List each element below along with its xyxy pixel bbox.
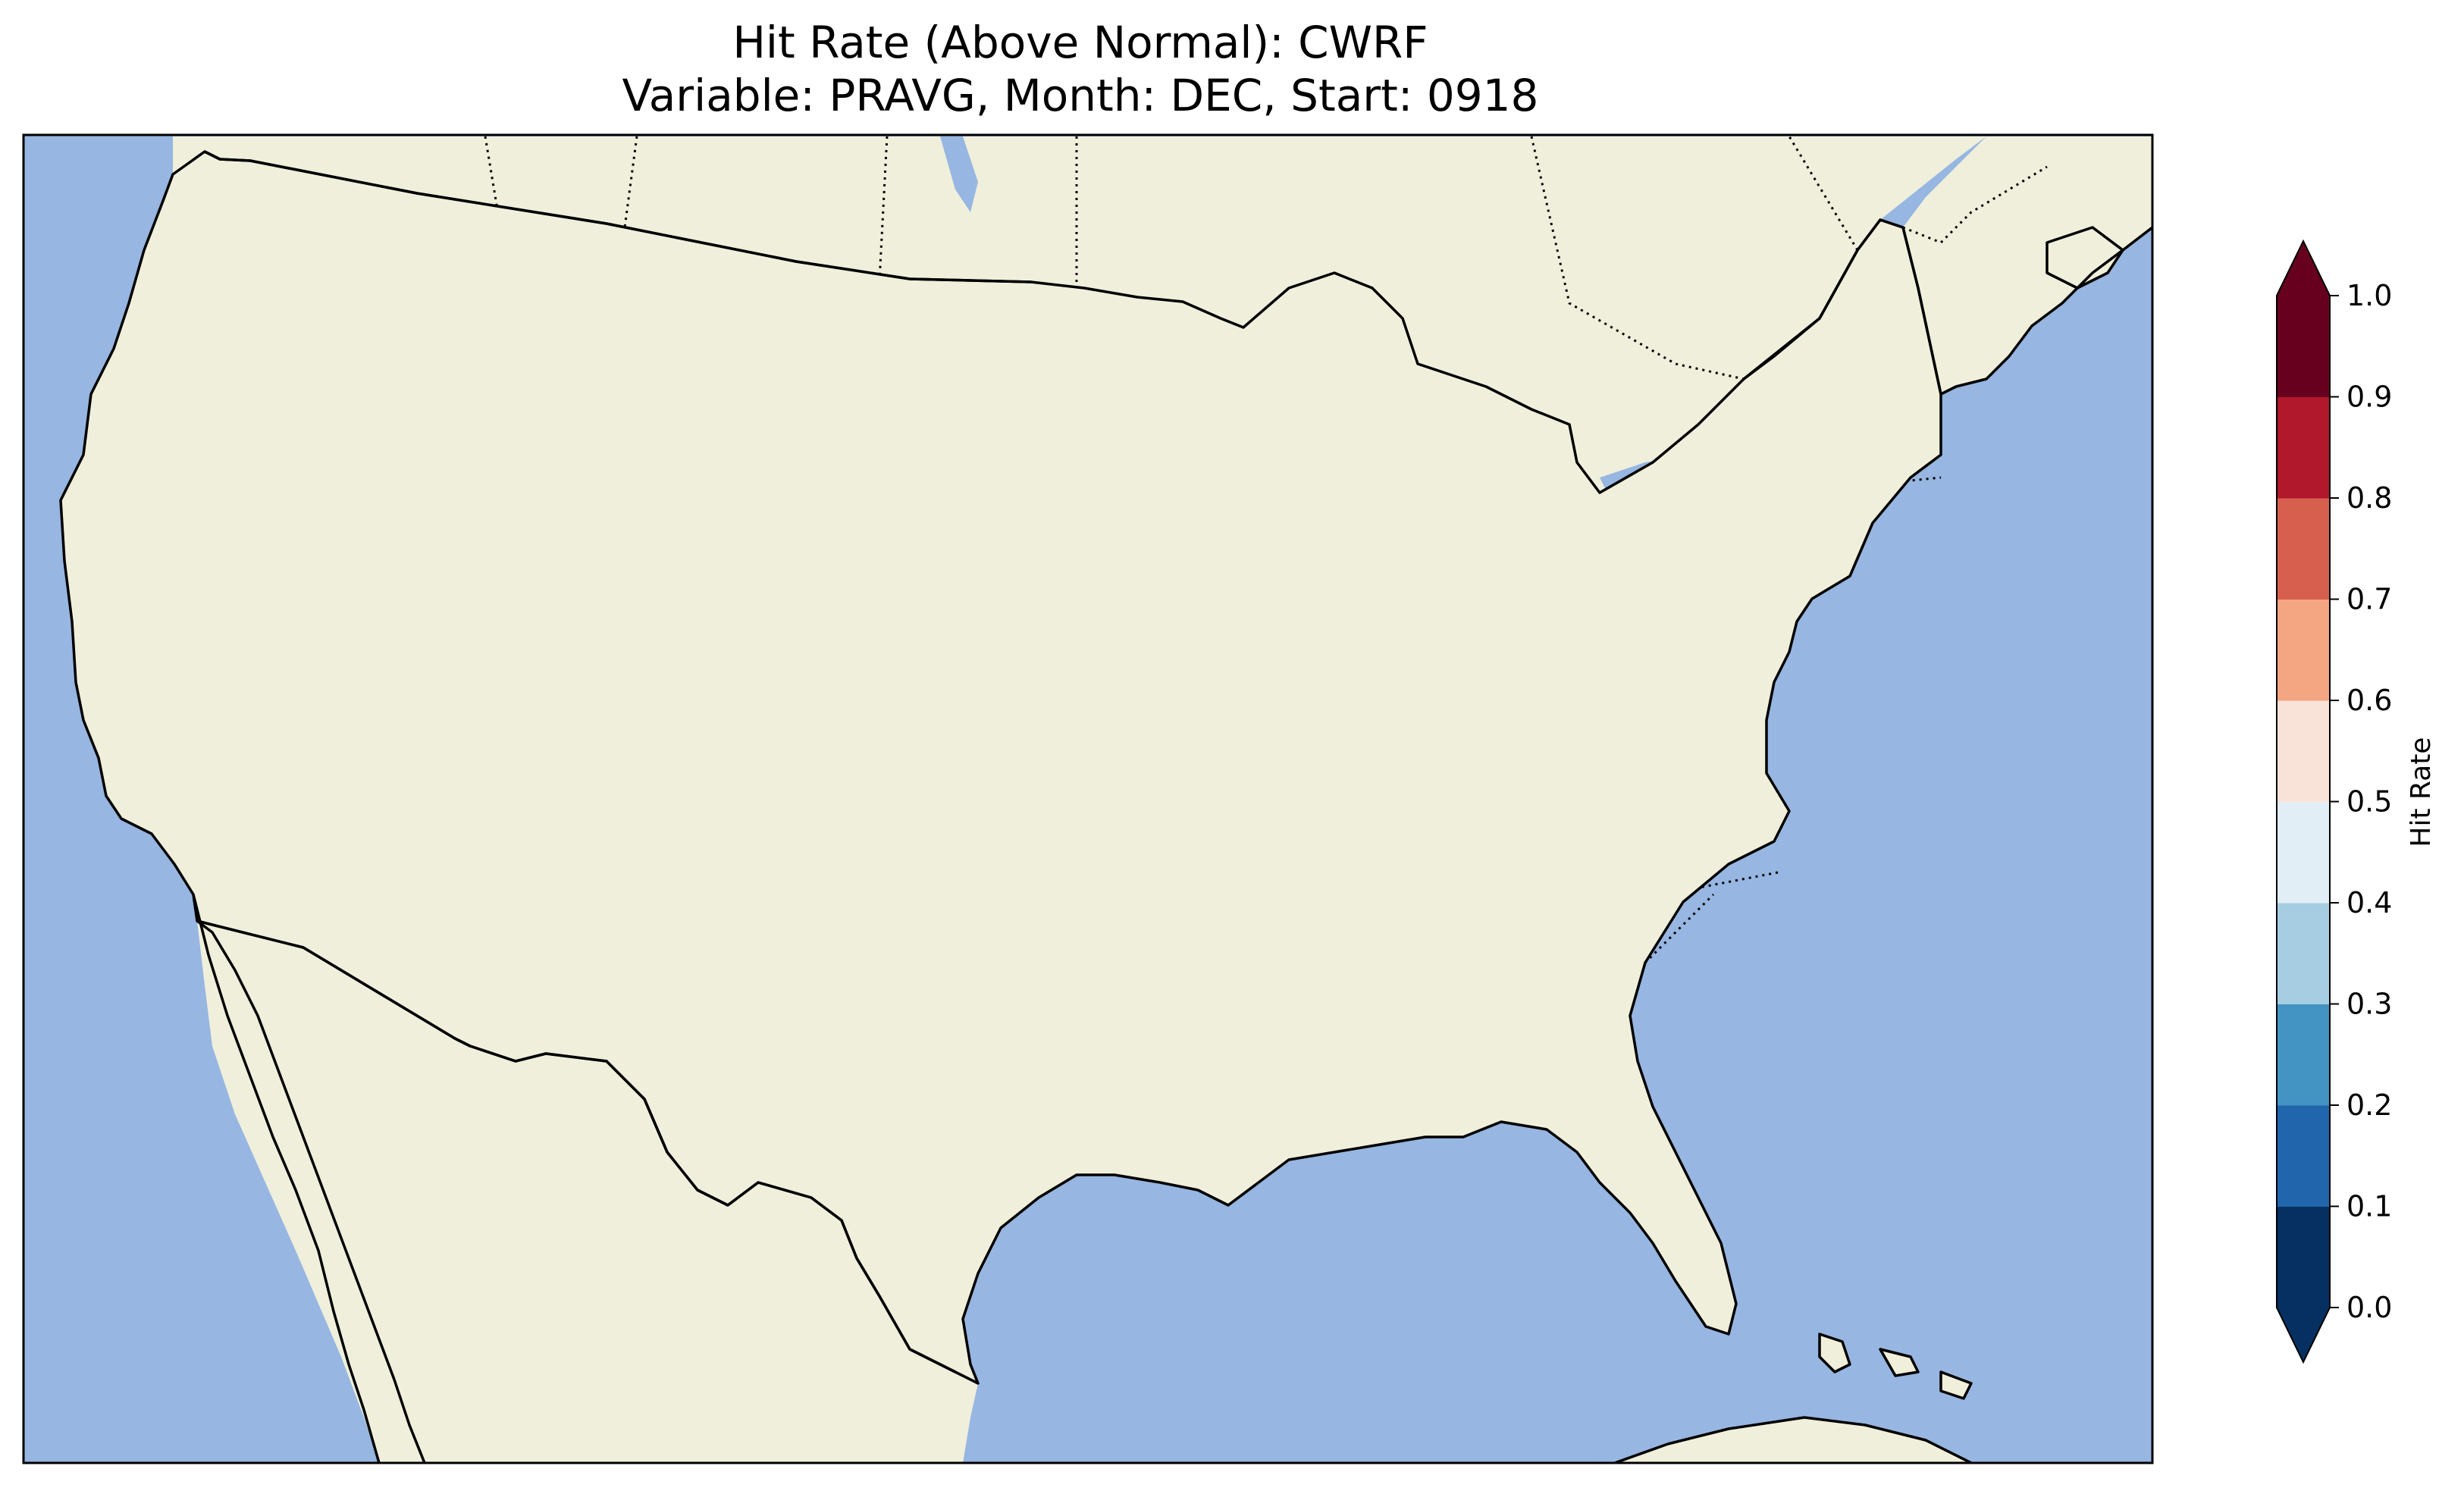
colorbar-tick-label: 0.3 <box>2346 988 2392 1021</box>
border-us-canada <box>204 150 1032 283</box>
colorbar-tick-label: 0.8 <box>2346 481 2392 515</box>
lake-winnipeg-area <box>940 136 978 212</box>
mexico-land <box>197 921 978 1463</box>
colorbar-bin-0.0-0.1 <box>2277 1206 2330 1308</box>
colorbar-bin-0.1-0.2 <box>2277 1105 2330 1207</box>
colorbar-bin-0.8-0.9 <box>2277 396 2330 499</box>
map-title-line-1: Hit Rate (Above Normal): CWRF <box>732 17 1428 68</box>
coastline-mexico-baja <box>192 894 426 1463</box>
colorbar-bin-0.5-0.6 <box>2277 700 2330 802</box>
colorbar-tick-label: 0.0 <box>2346 1291 2392 1324</box>
coastline-hudson-st-lawrence <box>1742 218 1942 395</box>
border-us-mexico <box>196 919 956 1373</box>
bahamas-islands <box>1820 1334 1971 1398</box>
cuba-land <box>1615 1417 1971 1463</box>
colorbar-bin-0.9-1.0 <box>2277 296 2330 397</box>
colorbar-tick-label: 0.1 <box>2346 1190 2392 1223</box>
colorbar-bin-0.6-0.7 <box>2277 599 2330 701</box>
coastline-bahamas <box>1818 1333 1973 1400</box>
colorbar-bin-0.7-0.8 <box>2277 498 2330 600</box>
colorbar-tick-label: 0.5 <box>2346 785 2392 819</box>
coastline-cuba <box>1614 1416 1972 1463</box>
colorbar-tick-label: 0.7 <box>2346 583 2392 616</box>
coastline-maritimes <box>1940 226 2152 396</box>
colorbar-label: Hit Rate <box>2406 737 2437 847</box>
colorbar-extend-bottom <box>2277 1308 2330 1362</box>
colorbar-bin-0.4-0.5 <box>2277 801 2330 904</box>
colorbar-tick-label: 0.9 <box>2346 381 2392 414</box>
colorbar-tick-label: 0.2 <box>2346 1088 2392 1122</box>
colorbar-bin-0.2-0.3 <box>2277 1004 2330 1106</box>
baja-california-land <box>193 894 425 1463</box>
colorbar-tick-label: 0.4 <box>2346 886 2392 919</box>
map-frame <box>22 133 2154 1464</box>
colorbar-tick-label: 1.0 <box>2346 279 2392 312</box>
colorbar-tick-label: 0.6 <box>2346 684 2392 717</box>
coastline-newfoundland <box>2045 226 2124 290</box>
newfoundland-land <box>2047 227 2123 288</box>
colorbar-extend-top <box>2277 241 2330 296</box>
colorbar-bin-0.3-0.4 <box>2277 903 2330 1004</box>
maritimes-land <box>1903 136 2152 394</box>
canada-land <box>173 136 1986 493</box>
map-title-line-2: Variable: PRAVG, Month: DEC, Start: 0918 <box>622 70 1539 121</box>
